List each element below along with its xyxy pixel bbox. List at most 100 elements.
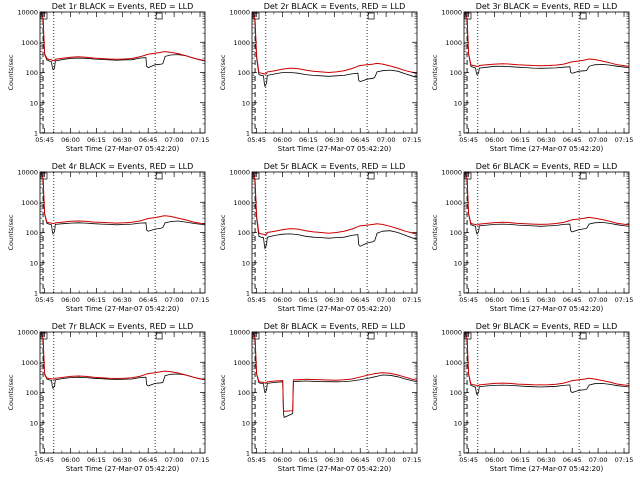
x-axis-label: Start Time (27-Mar-07 05:42:20) [278,465,392,473]
plot-frame [39,331,206,454]
y-axis-label: Counts/sec [219,374,227,410]
y-tick-label: 100 [26,229,38,237]
x-tick-label: 06:15 [87,456,106,464]
series-line-red [464,172,629,226]
y-tick-label: 100 [238,389,250,397]
y-axis-label: Counts/sec [219,214,227,250]
plot-frame [39,11,206,134]
flag-marker [579,332,587,340]
y-tick-label: 1 [34,130,38,138]
y-tick-label: 1000 [233,39,250,47]
y-tick-label: 1 [34,290,38,298]
chart-panel-7: Det 7r BLACK = Events, RED = LLD Counts/s… [7,322,209,473]
x-tick-label: 06:45 [139,136,158,144]
y-axis-label: Counts/sec [219,54,227,90]
series-line-black [252,172,417,250]
x-tick-label: 05:45 [247,456,266,464]
y-tick-label: 100 [450,229,462,237]
series-line-red [40,172,205,225]
y-tick-label: 10 [454,419,462,427]
x-tick-label: 06:00 [273,456,292,464]
chart-panel-4: Det 4r BLACK = Events, RED = LLD Counts/s… [7,162,209,313]
x-tick-label: 06:15 [299,296,318,304]
y-tick-label: 1 [246,450,250,458]
x-tick-label: 05:45 [247,136,266,144]
flag-marker [464,172,472,180]
x-tick-label: 06:00 [61,136,80,144]
x-tick-label: 07:00 [589,136,608,144]
y-tick-label: 1 [458,130,462,138]
x-axis-label: Start Time (27-Mar-07 05:42:20) [490,145,604,153]
x-tick-label: 06:15 [511,296,530,304]
x-tick-label: 06:45 [351,456,370,464]
series-line-black [40,332,205,389]
chart-title: Det 1r BLACK = Events, RED = LLD [52,2,194,11]
y-tick-label: 10 [30,99,38,107]
y-tick-label: 10000 [17,9,38,17]
y-axis-label: Counts/sec [431,374,439,410]
chart-title: Det 2r BLACK = Events, RED = LLD [264,2,406,11]
x-tick-label: 07:00 [165,456,184,464]
y-tick-label: 1000 [445,39,462,47]
x-tick-label: 06:00 [273,136,292,144]
x-tick-label: 06:30 [113,456,132,464]
x-tick-label: 06:45 [563,456,582,464]
y-tick-label: 10 [242,259,250,267]
flag-marker [40,172,48,180]
plot-frame [463,171,630,294]
y-tick-label: 10 [30,419,38,427]
flag-marker [155,12,163,20]
y-tick-label: 1 [246,130,250,138]
x-axis-label: Start Time (27-Mar-07 05:42:20) [278,145,392,153]
x-tick-label: 07:15 [191,456,210,464]
flag-marker [252,332,260,340]
y-tick-label: 1000 [445,359,462,367]
x-tick-label: 06:00 [61,296,80,304]
chart-panel-9: Det 9r BLACK = Events, RED = LLD Counts/s… [431,322,633,473]
plot-frame [463,331,630,454]
flag-marker [40,332,48,340]
x-tick-label: 07:00 [377,296,396,304]
flag-marker [464,12,472,20]
series-line-black [40,12,205,71]
flag-marker [367,332,375,340]
y-tick-label: 10 [30,259,38,267]
x-tick-label: 06:30 [113,136,132,144]
x-tick-label: 07:15 [615,136,634,144]
chart-panel-3: Det 3r BLACK = Events, RED = LLD Counts/s… [431,2,633,153]
y-tick-label: 100 [26,69,38,77]
x-tick-label: 07:00 [377,136,396,144]
plot-frame [39,171,206,294]
x-tick-label: 07:15 [615,456,634,464]
chart-panel-1: Det 1r BLACK = Events, RED = LLD Counts/s… [7,2,209,153]
x-tick-label: 07:15 [191,136,210,144]
y-tick-label: 1000 [233,359,250,367]
series-line-black [252,332,417,418]
flag-marker [464,332,472,340]
x-tick-label: 07:00 [165,136,184,144]
y-axis-label: Counts/sec [431,214,439,250]
y-axis-label: Counts/sec [7,54,15,90]
y-axis-label: Counts/sec [7,214,15,250]
x-tick-label: 06:30 [325,456,344,464]
x-axis-label: Start Time (27-Mar-07 05:42:20) [490,305,604,313]
y-tick-label: 1 [34,450,38,458]
x-tick-label: 06:15 [87,296,106,304]
x-tick-label: 06:45 [563,136,582,144]
x-tick-label: 06:00 [61,456,80,464]
flag-marker [367,172,375,180]
series-line-red [252,12,417,75]
x-tick-label: 06:00 [273,296,292,304]
flag-marker [40,12,48,20]
y-tick-label: 10000 [441,169,462,177]
series-line-black [464,172,629,235]
x-tick-label: 06:15 [87,136,106,144]
series-line-black [464,332,629,396]
chart-title: Det 9r BLACK = Events, RED = LLD [476,322,618,331]
y-tick-label: 1000 [21,359,38,367]
y-tick-label: 10000 [441,9,462,17]
y-tick-label: 1000 [233,199,250,207]
chart-panel-6: Det 6r BLACK = Events, RED = LLD Counts/s… [431,162,633,313]
x-tick-label: 06:00 [485,296,504,304]
series-line-black [40,172,205,235]
